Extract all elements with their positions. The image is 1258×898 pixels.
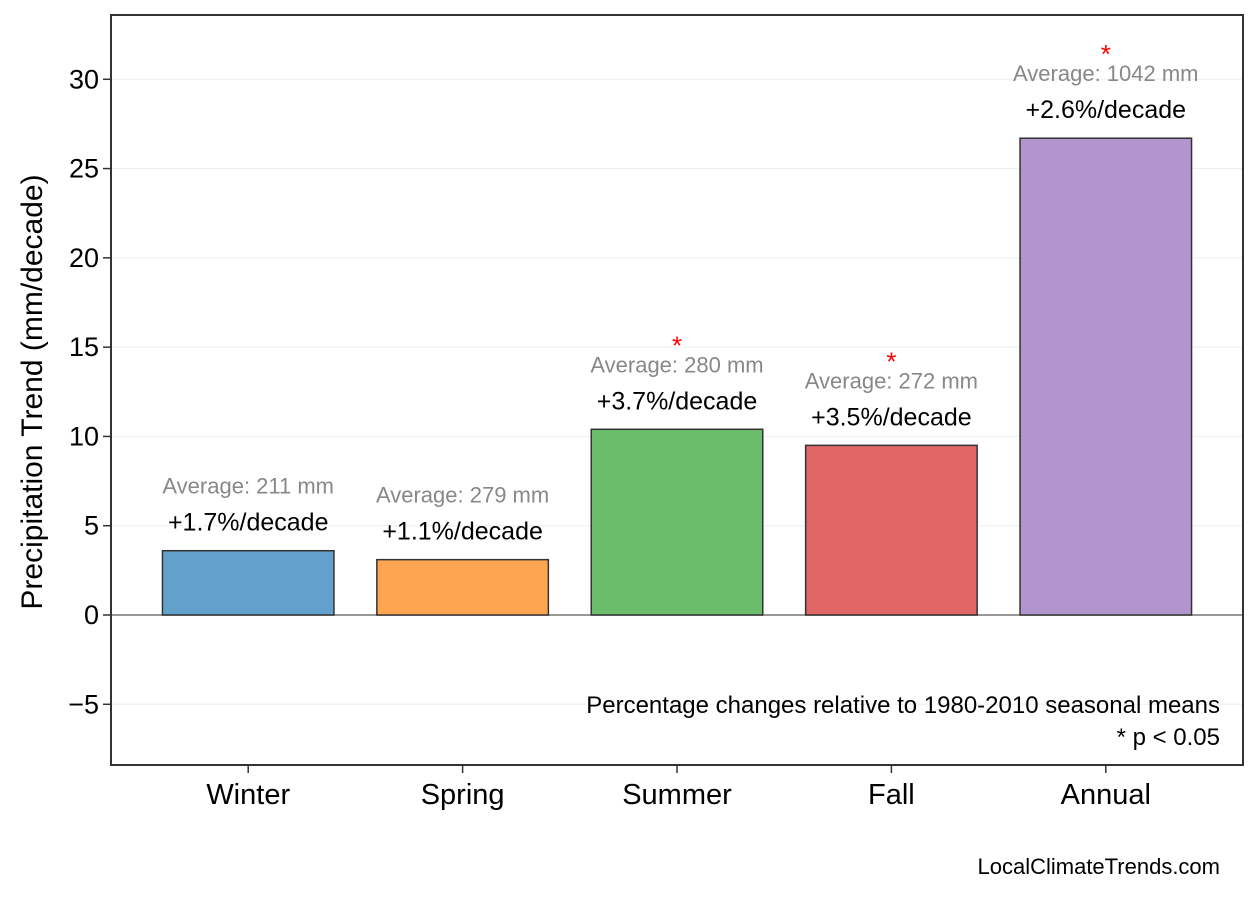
y-tick-label: 25	[69, 154, 99, 184]
percent-label: +1.7%/decade	[168, 509, 329, 537]
percent-label: +3.5%/decade	[811, 403, 972, 431]
significance-marker: *	[672, 330, 682, 360]
average-label: Average: 211 mm	[162, 474, 334, 499]
average-label: Average: 272 mm	[805, 368, 978, 393]
average-label: Average: 280 mm	[590, 352, 763, 377]
percent-label: +1.1%/decade	[382, 518, 543, 546]
bar-annual	[1019, 137, 1193, 616]
source-credit: LocalClimateTrends.com	[978, 854, 1221, 879]
percent-label: +3.7%/decade	[597, 387, 758, 415]
y-tick-label: 10	[69, 421, 99, 451]
annotation-line-2: * p < 0.05	[1117, 724, 1220, 751]
annotation-line-1: Percentage changes relative to 1980-2010…	[586, 692, 1220, 719]
x-axis: Winter Spring Summer Fall Annual	[206, 765, 1151, 811]
bars	[161, 137, 1193, 616]
y-tick-label: 15	[69, 332, 99, 362]
bar-labels: +1.7%/decade Average: 211 mm +1.1%/decade A…	[162, 39, 1198, 545]
y-tick-label: 20	[69, 243, 99, 273]
bar-fall	[804, 444, 978, 616]
y-tick-label: 30	[69, 64, 99, 94]
x-tick-label: Winter	[206, 779, 290, 811]
y-tick-label: 5	[84, 511, 99, 541]
bar-summer	[590, 428, 764, 616]
x-tick-label: Summer	[622, 779, 732, 811]
average-label: Average: 279 mm	[376, 483, 549, 508]
bar-winter	[161, 549, 335, 616]
y-tick-label: −5	[68, 689, 99, 719]
percent-label: +2.6%/decade	[1026, 96, 1187, 124]
x-tick-label: Annual	[1061, 779, 1151, 811]
significance-marker: *	[886, 346, 896, 376]
x-tick-label: Fall	[868, 779, 915, 811]
y-axis-label: Precipitation Trend (mm/decade)	[16, 174, 49, 609]
x-tick-label: Spring	[421, 779, 505, 811]
average-label: Average: 1042 mm	[1013, 61, 1198, 86]
bar-spring	[376, 558, 550, 616]
y-tick-label: 0	[84, 600, 99, 630]
y-axis: −5 0 5 10 15 20 25 30	[68, 64, 111, 719]
significance-marker: *	[1101, 39, 1111, 69]
